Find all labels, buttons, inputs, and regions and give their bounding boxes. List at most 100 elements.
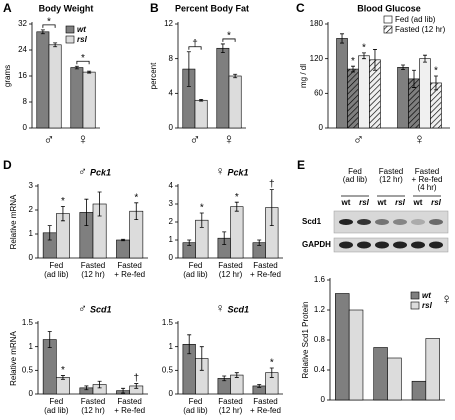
error-bar: [47, 331, 52, 349]
y-tick-label: 4: [169, 88, 174, 97]
significance-label: *: [47, 16, 51, 27]
chart-title: Blood Glucose: [357, 3, 421, 13]
bar: [230, 374, 244, 395]
y-tick-label: 4: [169, 181, 174, 190]
y-tick-label: 0: [319, 123, 324, 132]
blot-strip: [333, 210, 449, 234]
bar: [387, 357, 402, 401]
x-tick-label: + Re-fed: [114, 270, 145, 279]
blot-lane-label: wt: [377, 198, 387, 207]
y-axis-label: percent: [149, 62, 158, 89]
error-bar: [361, 52, 366, 60]
y-tick-label: 0.4: [314, 365, 326, 374]
y-tick-label: 1: [29, 229, 34, 238]
x-tick-label: Fasted: [218, 397, 242, 406]
bar: [373, 347, 388, 401]
x-tick-label: Fasted: [218, 261, 242, 270]
error-bar: [134, 383, 139, 389]
error-bar: [84, 198, 89, 226]
bar: [419, 58, 431, 129]
title-sex: ♂: [78, 164, 87, 178]
blot-group-label: (4 hr): [417, 183, 436, 192]
title-sex: ♀: [216, 164, 225, 178]
significance-label: †: [269, 179, 275, 190]
y-axis-label: grams: [3, 65, 12, 87]
y-tick-label: 3: [169, 199, 174, 208]
error-bar: [97, 380, 102, 389]
legend-label: rsl: [77, 35, 88, 44]
significance-bracket: [188, 46, 202, 50]
bar: [347, 68, 359, 129]
y-tick-label: 1: [169, 342, 174, 351]
bar: [335, 293, 350, 401]
error-bar: [269, 367, 274, 378]
significance-label: *: [227, 31, 231, 42]
blot-group-label: (12 hr): [379, 175, 403, 184]
error-bar: [257, 239, 262, 246]
blot-lane-label: wt: [341, 198, 351, 207]
blot-lane-label: rsl: [359, 198, 370, 207]
bar: [397, 67, 409, 129]
legend-swatch: [65, 25, 75, 34]
title-gene: Pck1: [228, 167, 249, 177]
y-tick-label: 60: [314, 88, 323, 97]
significance-label: *: [434, 66, 438, 77]
legend-title: ♀: [441, 291, 452, 308]
x-tick-label: + Re-fed: [250, 270, 281, 279]
x-tick-label: Fasted: [117, 397, 141, 406]
x-tick-label: (12 hr): [81, 270, 105, 279]
error-bar: [234, 372, 239, 378]
x-tick-label: Fasted: [253, 261, 277, 270]
title-sex: ♂: [78, 301, 87, 315]
panel-letter: B: [150, 1, 159, 15]
blot-band: [357, 241, 371, 249]
y-tick-label: 0: [321, 395, 326, 404]
title-gene: Scd1: [228, 304, 250, 314]
bar: [48, 44, 62, 129]
legend-label: wt: [77, 25, 86, 34]
x-tick-label: (12 hr): [219, 406, 243, 415]
bar: [358, 55, 370, 129]
x-tick-label: + Re-fed: [114, 406, 145, 415]
significance-label: *: [351, 56, 355, 67]
bar: [216, 47, 230, 129]
y-tick-label: 1.5: [22, 318, 34, 327]
error-bar: [220, 43, 225, 53]
title-gene: Scd1: [90, 304, 112, 314]
error-bar: [47, 225, 52, 241]
y-tick-label: 1.2: [314, 305, 326, 314]
legend-swatch: [383, 25, 393, 34]
bar: [230, 206, 244, 259]
blot-band: [375, 241, 389, 249]
error-bar: [269, 189, 274, 226]
blot-band: [339, 241, 353, 249]
blot-band-label: GAPDH: [302, 240, 331, 249]
y-tick-label: 2: [169, 217, 174, 226]
legend-label: Fed (ad lib): [395, 15, 436, 24]
blot-group-label: Fasted: [379, 167, 403, 176]
significance-label: *: [134, 192, 138, 203]
significance-bracket: [222, 38, 236, 42]
error-bar: [53, 42, 58, 48]
y-tick-label: 12: [164, 19, 173, 28]
x-tick-label: (ad lib): [183, 406, 208, 415]
x-tick-label: Fed: [189, 397, 203, 406]
error-bar: [74, 65, 79, 70]
y-tick-label: 0: [29, 253, 34, 262]
error-bar: [187, 239, 192, 246]
legend-swatch: [383, 15, 393, 24]
blot-band: [339, 219, 353, 225]
y-axis-label: Relative mRNA: [9, 331, 18, 386]
x-tick-label: Fed: [49, 397, 63, 406]
y-tick-label: 180: [310, 19, 324, 28]
error-bar: [97, 191, 102, 217]
significance-label: *: [61, 365, 65, 376]
x-tick-label: Fasted: [117, 261, 141, 270]
significance-label: *: [61, 196, 65, 207]
significance-bracket: [42, 24, 56, 28]
error-bar: [84, 385, 89, 391]
y-tick-label: 2: [29, 205, 34, 214]
y-tick-label: 1.6: [314, 275, 326, 284]
error-bar: [222, 231, 227, 245]
